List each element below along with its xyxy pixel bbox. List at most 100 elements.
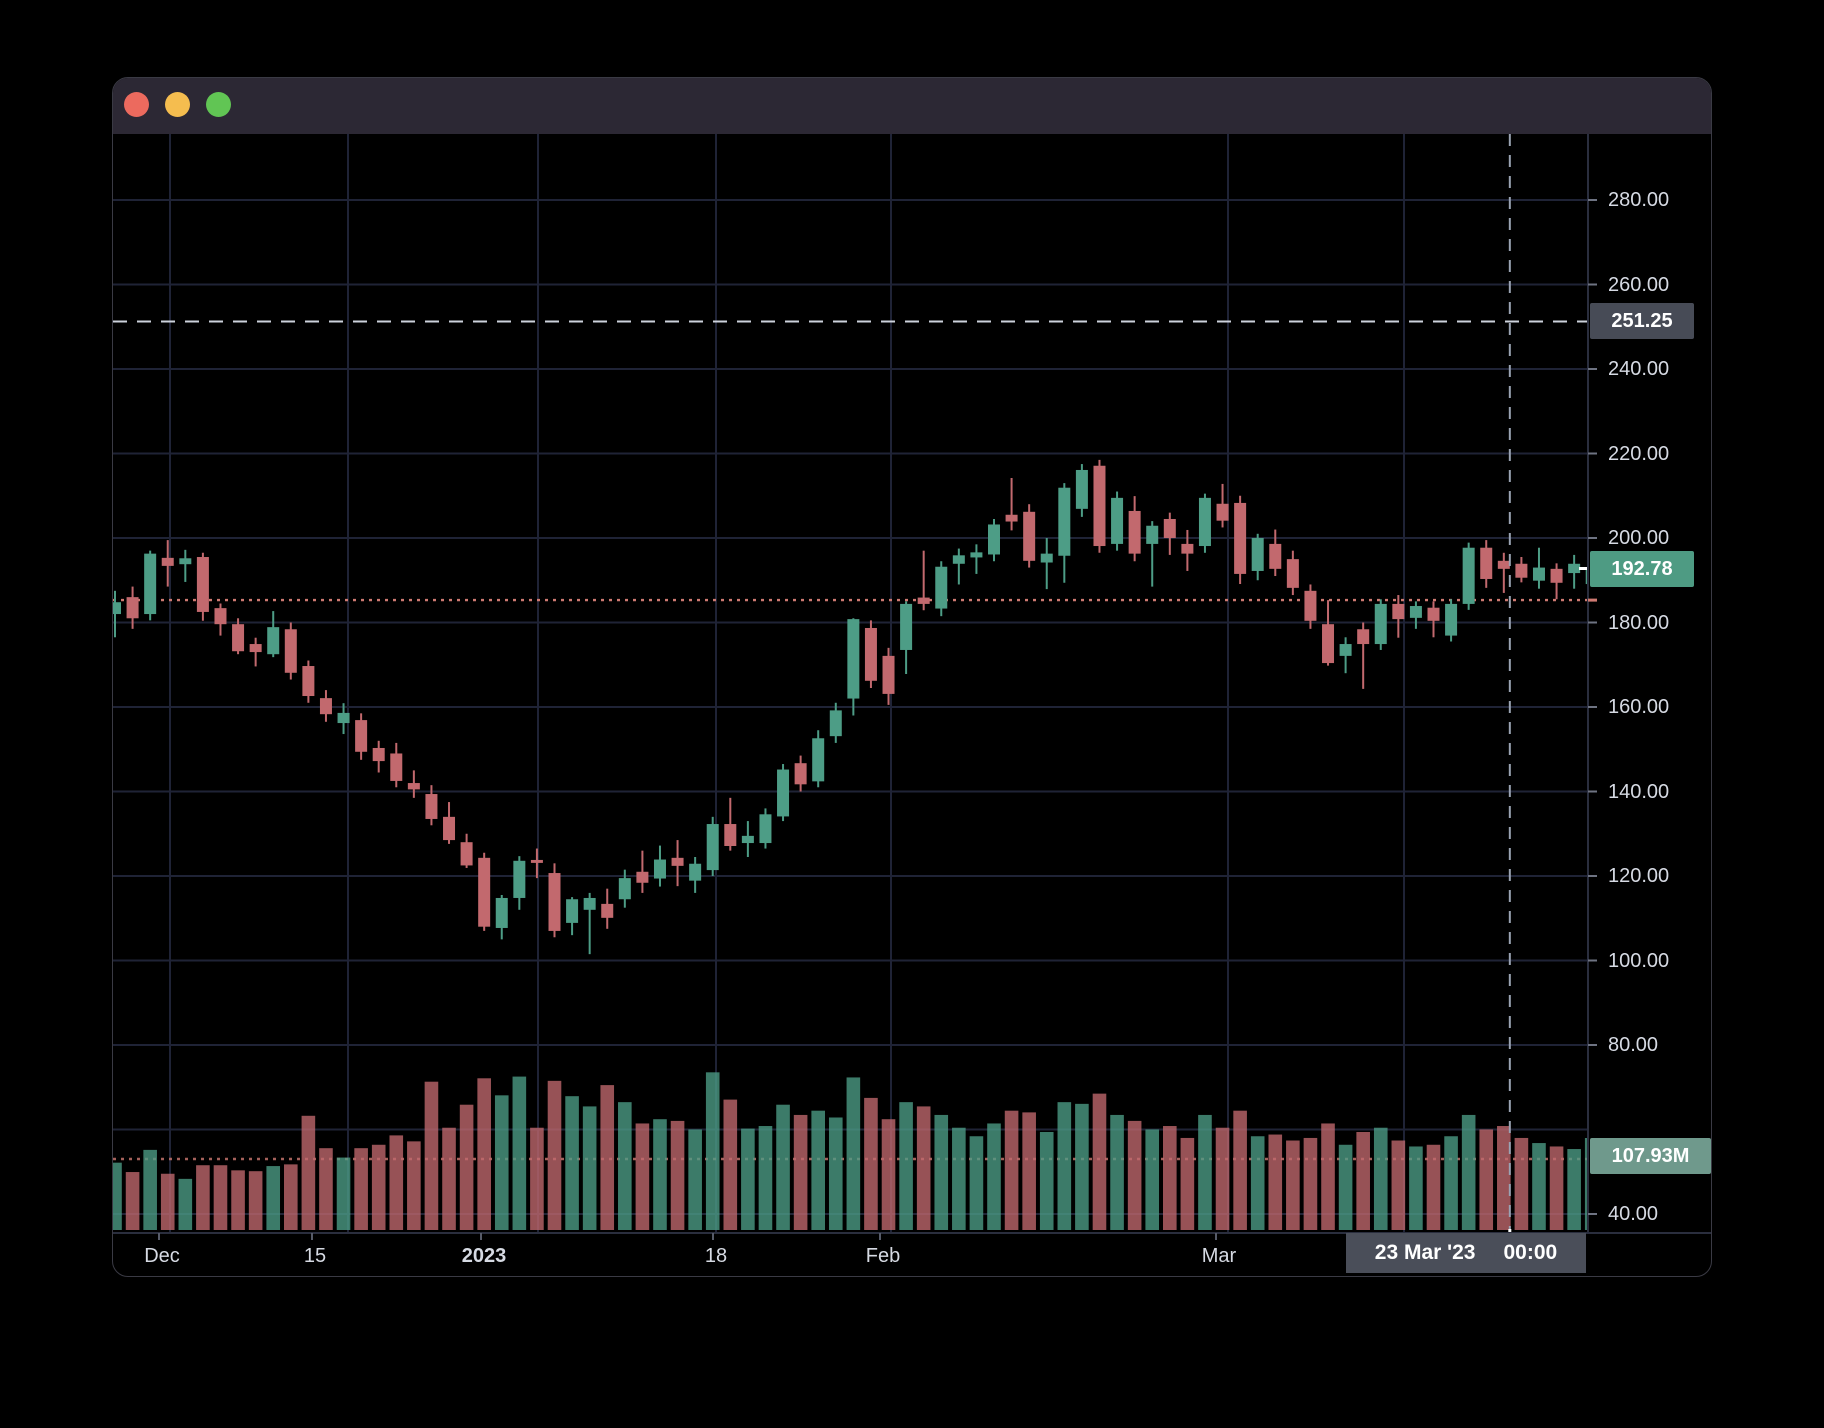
volume-bar [248, 1171, 263, 1230]
candle-body [653, 859, 666, 879]
candle-body [988, 524, 1000, 555]
volume-bar [1075, 1103, 1089, 1230]
candle-body [1304, 590, 1317, 621]
candle-body [161, 557, 174, 566]
window-titlebar[interactable] [113, 78, 1711, 134]
candle-body [460, 842, 473, 866]
volume-bar [1409, 1146, 1423, 1230]
volume-bar [494, 1095, 509, 1230]
volume-bar [1373, 1127, 1388, 1230]
candle-body [144, 553, 157, 615]
volume-bar [1039, 1131, 1054, 1230]
candle-body [864, 627, 877, 681]
volume-bar [1127, 1120, 1142, 1230]
price-level-lines [113, 320, 1588, 1161]
candle-body [214, 608, 227, 625]
minimize-button[interactable] [165, 92, 190, 117]
candle-body [671, 857, 684, 866]
volume-bar [1145, 1129, 1160, 1230]
candle-body [882, 655, 895, 694]
crosshair-time-badge: 23 Mar '23 00:00 [1346, 1233, 1586, 1273]
price-axis-label: 200.00 [1608, 527, 1670, 549]
volume-bars [113, 1072, 1588, 1230]
volume-bar [723, 1099, 738, 1230]
candle-body [372, 747, 385, 762]
volume-bar [1321, 1123, 1335, 1230]
candle-body [1023, 511, 1036, 561]
price-axis-label: 280.00 [1608, 189, 1670, 211]
candle-body [1058, 487, 1071, 556]
volume-bar [1004, 1110, 1019, 1230]
volume-bar [547, 1080, 562, 1230]
volume-bar [1110, 1114, 1124, 1230]
candle-body [1234, 502, 1247, 574]
candle-body [900, 603, 913, 650]
zoom-button[interactable] [206, 92, 231, 117]
volume-bar [1057, 1102, 1072, 1230]
volume-bar [389, 1135, 404, 1230]
volume-bar [301, 1115, 316, 1230]
crosshair-time: 00:00 [1503, 1241, 1558, 1264]
price-axis-label: 240.00 [1608, 358, 1670, 380]
candle-body [741, 835, 754, 844]
volume-bar [741, 1128, 755, 1230]
volume-bar [1514, 1137, 1529, 1230]
volume-bar [1268, 1134, 1283, 1230]
candle-body [1515, 563, 1528, 578]
price-axis-label: 160.00 [1608, 696, 1670, 718]
candle-body [566, 899, 579, 923]
time-axis-label: 2023 [461, 1245, 507, 1267]
candle-body [952, 555, 965, 564]
candle-body [618, 878, 631, 900]
candle-body [1111, 497, 1124, 544]
axis-decorations [113, 134, 1711, 1240]
volume-bar [336, 1157, 351, 1230]
volume-bar [143, 1149, 157, 1230]
candle-body [1286, 559, 1299, 588]
volume-bar [1567, 1149, 1581, 1230]
candle-body [583, 897, 596, 910]
candlestick-chart[interactable] [113, 134, 1711, 1277]
candle-body [1075, 469, 1088, 509]
time-axis-label: Feb [865, 1245, 901, 1267]
candle-body [1093, 465, 1106, 547]
volume-bar [1532, 1143, 1546, 1230]
volume-bar [512, 1076, 527, 1230]
candle-body [1128, 510, 1141, 554]
time-axis-label: 15 [303, 1245, 327, 1267]
volume-bar [530, 1127, 544, 1230]
candle-body [1251, 538, 1264, 571]
candle-body [970, 552, 983, 558]
price-axis[interactable]: 280.00 260.00 240.00 220.00 200.00 180.00 160.… [1591, 134, 1711, 1233]
close-button[interactable] [124, 92, 149, 117]
candle-body [1462, 547, 1475, 604]
volume-bar [582, 1106, 597, 1230]
volume-bar [653, 1119, 667, 1230]
volume-bar [776, 1104, 790, 1230]
candle-body [636, 871, 649, 883]
candle-body [1005, 514, 1018, 522]
time-axis[interactable]: Dec 15 2023 18 Feb Mar [113, 1233, 1711, 1276]
candle-body [1532, 567, 1545, 581]
candle-body [1216, 503, 1229, 521]
volume-bar [899, 1102, 913, 1230]
candle-body [724, 824, 737, 847]
volume-bar [1549, 1146, 1564, 1230]
chart-canvas[interactable] [113, 134, 1711, 1277]
candle-body [1550, 568, 1563, 583]
volume-bar [881, 1119, 896, 1230]
volume-bar [969, 1136, 984, 1230]
candle-body [1040, 553, 1053, 563]
candle-body [847, 619, 860, 699]
volume-bar [635, 1123, 650, 1230]
candle-body [530, 859, 543, 863]
volume-bar [125, 1172, 140, 1230]
candle-body [495, 897, 508, 928]
candle-body [601, 903, 614, 918]
volume-bar [1022, 1112, 1036, 1230]
candle-body [1480, 547, 1493, 579]
volume-bar [1198, 1114, 1212, 1230]
crosshair-date: 23 Mar '23 [1374, 1241, 1476, 1264]
candle-body [1181, 543, 1194, 554]
volume-bar [565, 1096, 579, 1230]
